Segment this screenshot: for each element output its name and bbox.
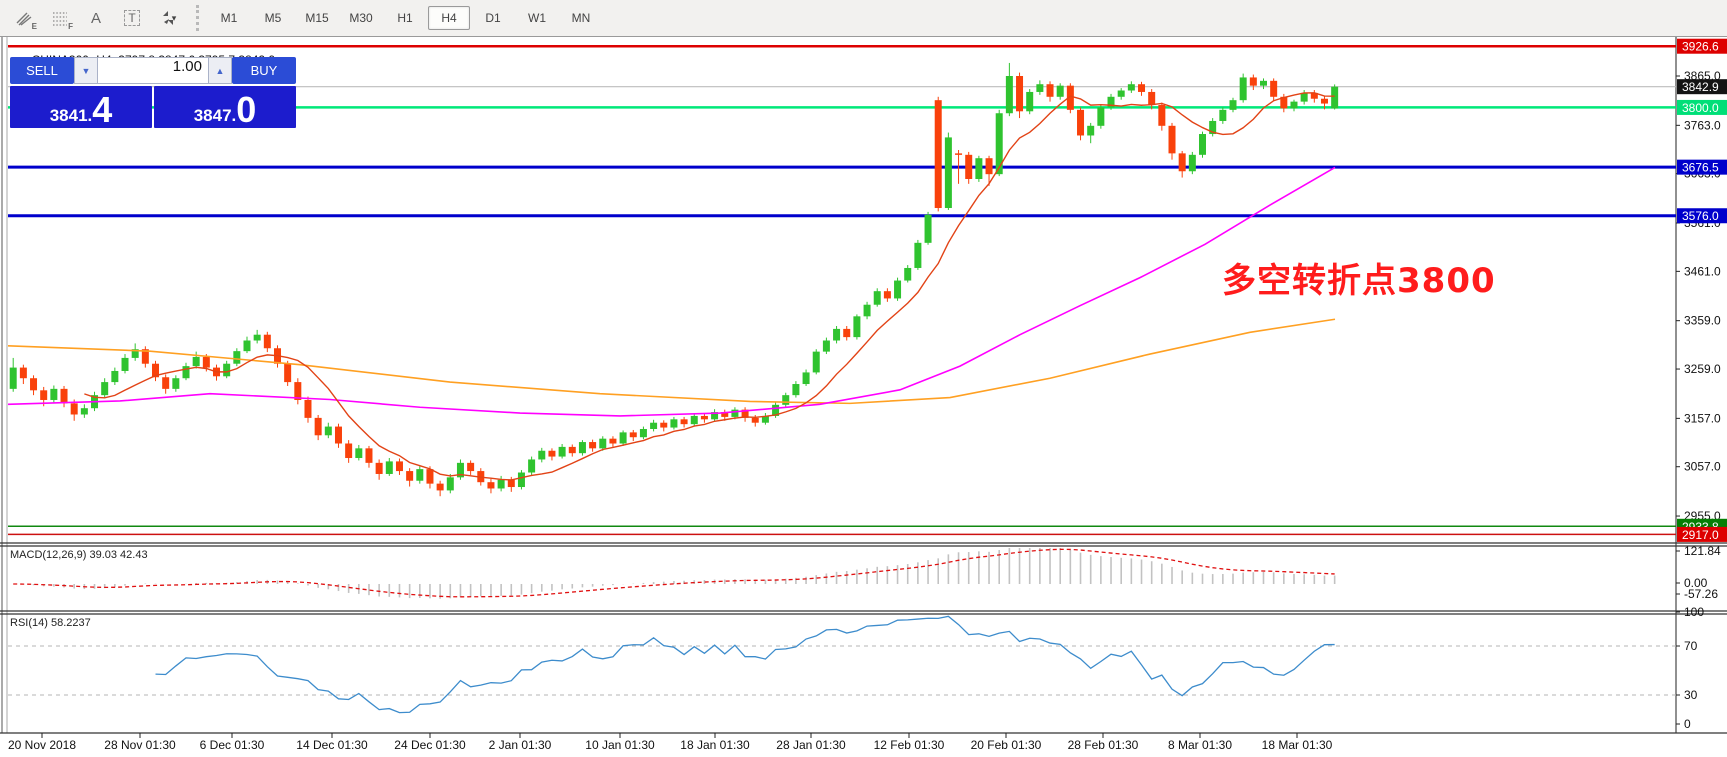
timeframe-m1-button[interactable]: M1 <box>220 11 238 25</box>
buy-button[interactable]: BUY <box>232 57 296 84</box>
dropdown-caret-icon: ▾ <box>171 12 177 23</box>
text-label-tool-button[interactable]: A <box>80 4 112 32</box>
timeframe-bar: M1 M5 M15 M30 H1 H4 D1 W1 MN <box>207 6 603 30</box>
fibonacci-tool-button[interactable]: F <box>44 4 76 32</box>
date-tick-label: 24 Dec 01:30 <box>394 738 466 752</box>
rsi-tick-label: 100 <box>1684 605 1704 619</box>
buy-price-dot: . <box>231 106 237 125</box>
drawing-tools: E F A T ▾ <box>0 4 184 32</box>
sell-price-big-digit: 4 <box>92 89 113 130</box>
date-tick-label: 8 Mar 01:30 <box>1168 738 1232 752</box>
sell-price-small: 3841 <box>49 106 88 125</box>
macd-tick-label: 0.00 <box>1684 576 1708 590</box>
price-tick-label: 3359.0 <box>1684 314 1721 328</box>
date-tick-label: 28 Jan 01:30 <box>776 738 846 752</box>
chart-text-annotation: 多空转折点3800 <box>1222 261 1496 301</box>
date-tick-label: 18 Mar 01:30 <box>1262 738 1333 752</box>
arrows-icon <box>162 11 173 25</box>
chevron-down-icon: ▼ <box>81 65 91 76</box>
date-tick-label: 20 Feb 01:30 <box>971 738 1042 752</box>
date-tick-label: 12 Feb 01:30 <box>874 738 945 752</box>
timeframe-m15-button[interactable]: M15 <box>305 11 329 25</box>
sell-price-dot: . <box>87 106 93 125</box>
date-tick-label: 10 Jan 01:30 <box>585 738 655 752</box>
date-tick-label: 2 Jan 01:30 <box>489 738 552 752</box>
fibo-lines-icon <box>53 12 67 26</box>
toolbar: E F A T ▾ M1 M5 M15 M30 H1 H4 D1 W1 MN <box>0 0 1727 37</box>
timeframe-mn-button[interactable]: MN <box>571 11 591 25</box>
price-badge-3800.0: 3800.0 <box>1682 101 1719 115</box>
price-badge-3926.6: 3926.6 <box>1682 40 1719 54</box>
volume-increase-button[interactable]: ▲ <box>208 57 232 84</box>
channel-lines-icon <box>16 12 32 26</box>
date-tick-label: 14 Dec 01:30 <box>296 738 368 752</box>
buy-price-big-digit: 0 <box>236 89 257 130</box>
rsi-indicator-label: RSI(14) 58.2237 <box>10 617 91 629</box>
toolbar-separator <box>196 5 199 31</box>
rsi-tick-label: 30 <box>1684 688 1698 702</box>
rsi-tick-label: 70 <box>1684 639 1698 653</box>
price-tick-label: 3259.0 <box>1684 362 1721 376</box>
timeframe-w1-button[interactable]: W1 <box>528 11 546 25</box>
price-badge-3676.5: 3676.5 <box>1682 161 1719 175</box>
price-tick-label: 3157.0 <box>1684 411 1721 425</box>
date-tick-label: 18 Jan 01:30 <box>680 738 750 752</box>
rsi-tick-label: 0 <box>1684 717 1691 731</box>
buy-price-display[interactable]: 3847. 0 <box>154 86 296 128</box>
timeframe-h4-button[interactable]: H4 <box>428 6 470 30</box>
date-tick-label: 6 Dec 01:30 <box>200 738 265 752</box>
timeframe-m5-button[interactable]: M5 <box>264 11 282 25</box>
macd-tick-label: -57.26 <box>1684 587 1718 601</box>
macd-tick-label: 121.84 <box>1684 544 1721 558</box>
equidistant-channel-tool-button[interactable]: E <box>8 4 40 32</box>
date-tick-label: 28 Nov 01:30 <box>104 738 176 752</box>
sell-price-display[interactable]: 3841. 4 <box>10 86 152 128</box>
volume-decrease-button[interactable]: ▼ <box>74 57 98 84</box>
price-badge-3576.0: 3576.0 <box>1682 209 1719 223</box>
sell-button[interactable]: SELL <box>10 57 74 84</box>
buy-price-small: 3847 <box>193 106 232 125</box>
letter-a-icon: A <box>90 9 101 27</box>
letter-t-boxed-icon: T <box>124 10 140 26</box>
price-tick-label: 3763.0 <box>1684 118 1721 132</box>
text-box-tool-button[interactable]: T <box>116 4 148 32</box>
price-badge-3842.9: 3842.9 <box>1682 80 1719 94</box>
volume-input[interactable]: 1.00 <box>98 57 208 84</box>
date-tick-label: 20 Nov 2018 <box>8 738 76 752</box>
date-tick-label: 28 Feb 01:30 <box>1068 738 1139 752</box>
chevron-up-icon: ▲ <box>215 65 225 76</box>
price-tick-label: 3461.0 <box>1684 264 1721 278</box>
arrows-tool-button[interactable]: ▾ <box>152 4 184 32</box>
timeframe-h1-button[interactable]: H1 <box>397 11 413 25</box>
macd-indicator-label: MACD(12,26,9) 39.03 42.43 <box>10 549 148 561</box>
price-badge-2917.0: 2917.0 <box>1682 528 1719 542</box>
price-tick-label: 3057.0 <box>1684 460 1721 474</box>
timeframe-d1-button[interactable]: D1 <box>485 11 501 25</box>
timeframe-m30-button[interactable]: M30 <box>349 11 373 25</box>
one-click-trading-panel: SELL ▼ 1.00 ▲ BUY 3841. 4 3847. 0 <box>10 57 296 128</box>
